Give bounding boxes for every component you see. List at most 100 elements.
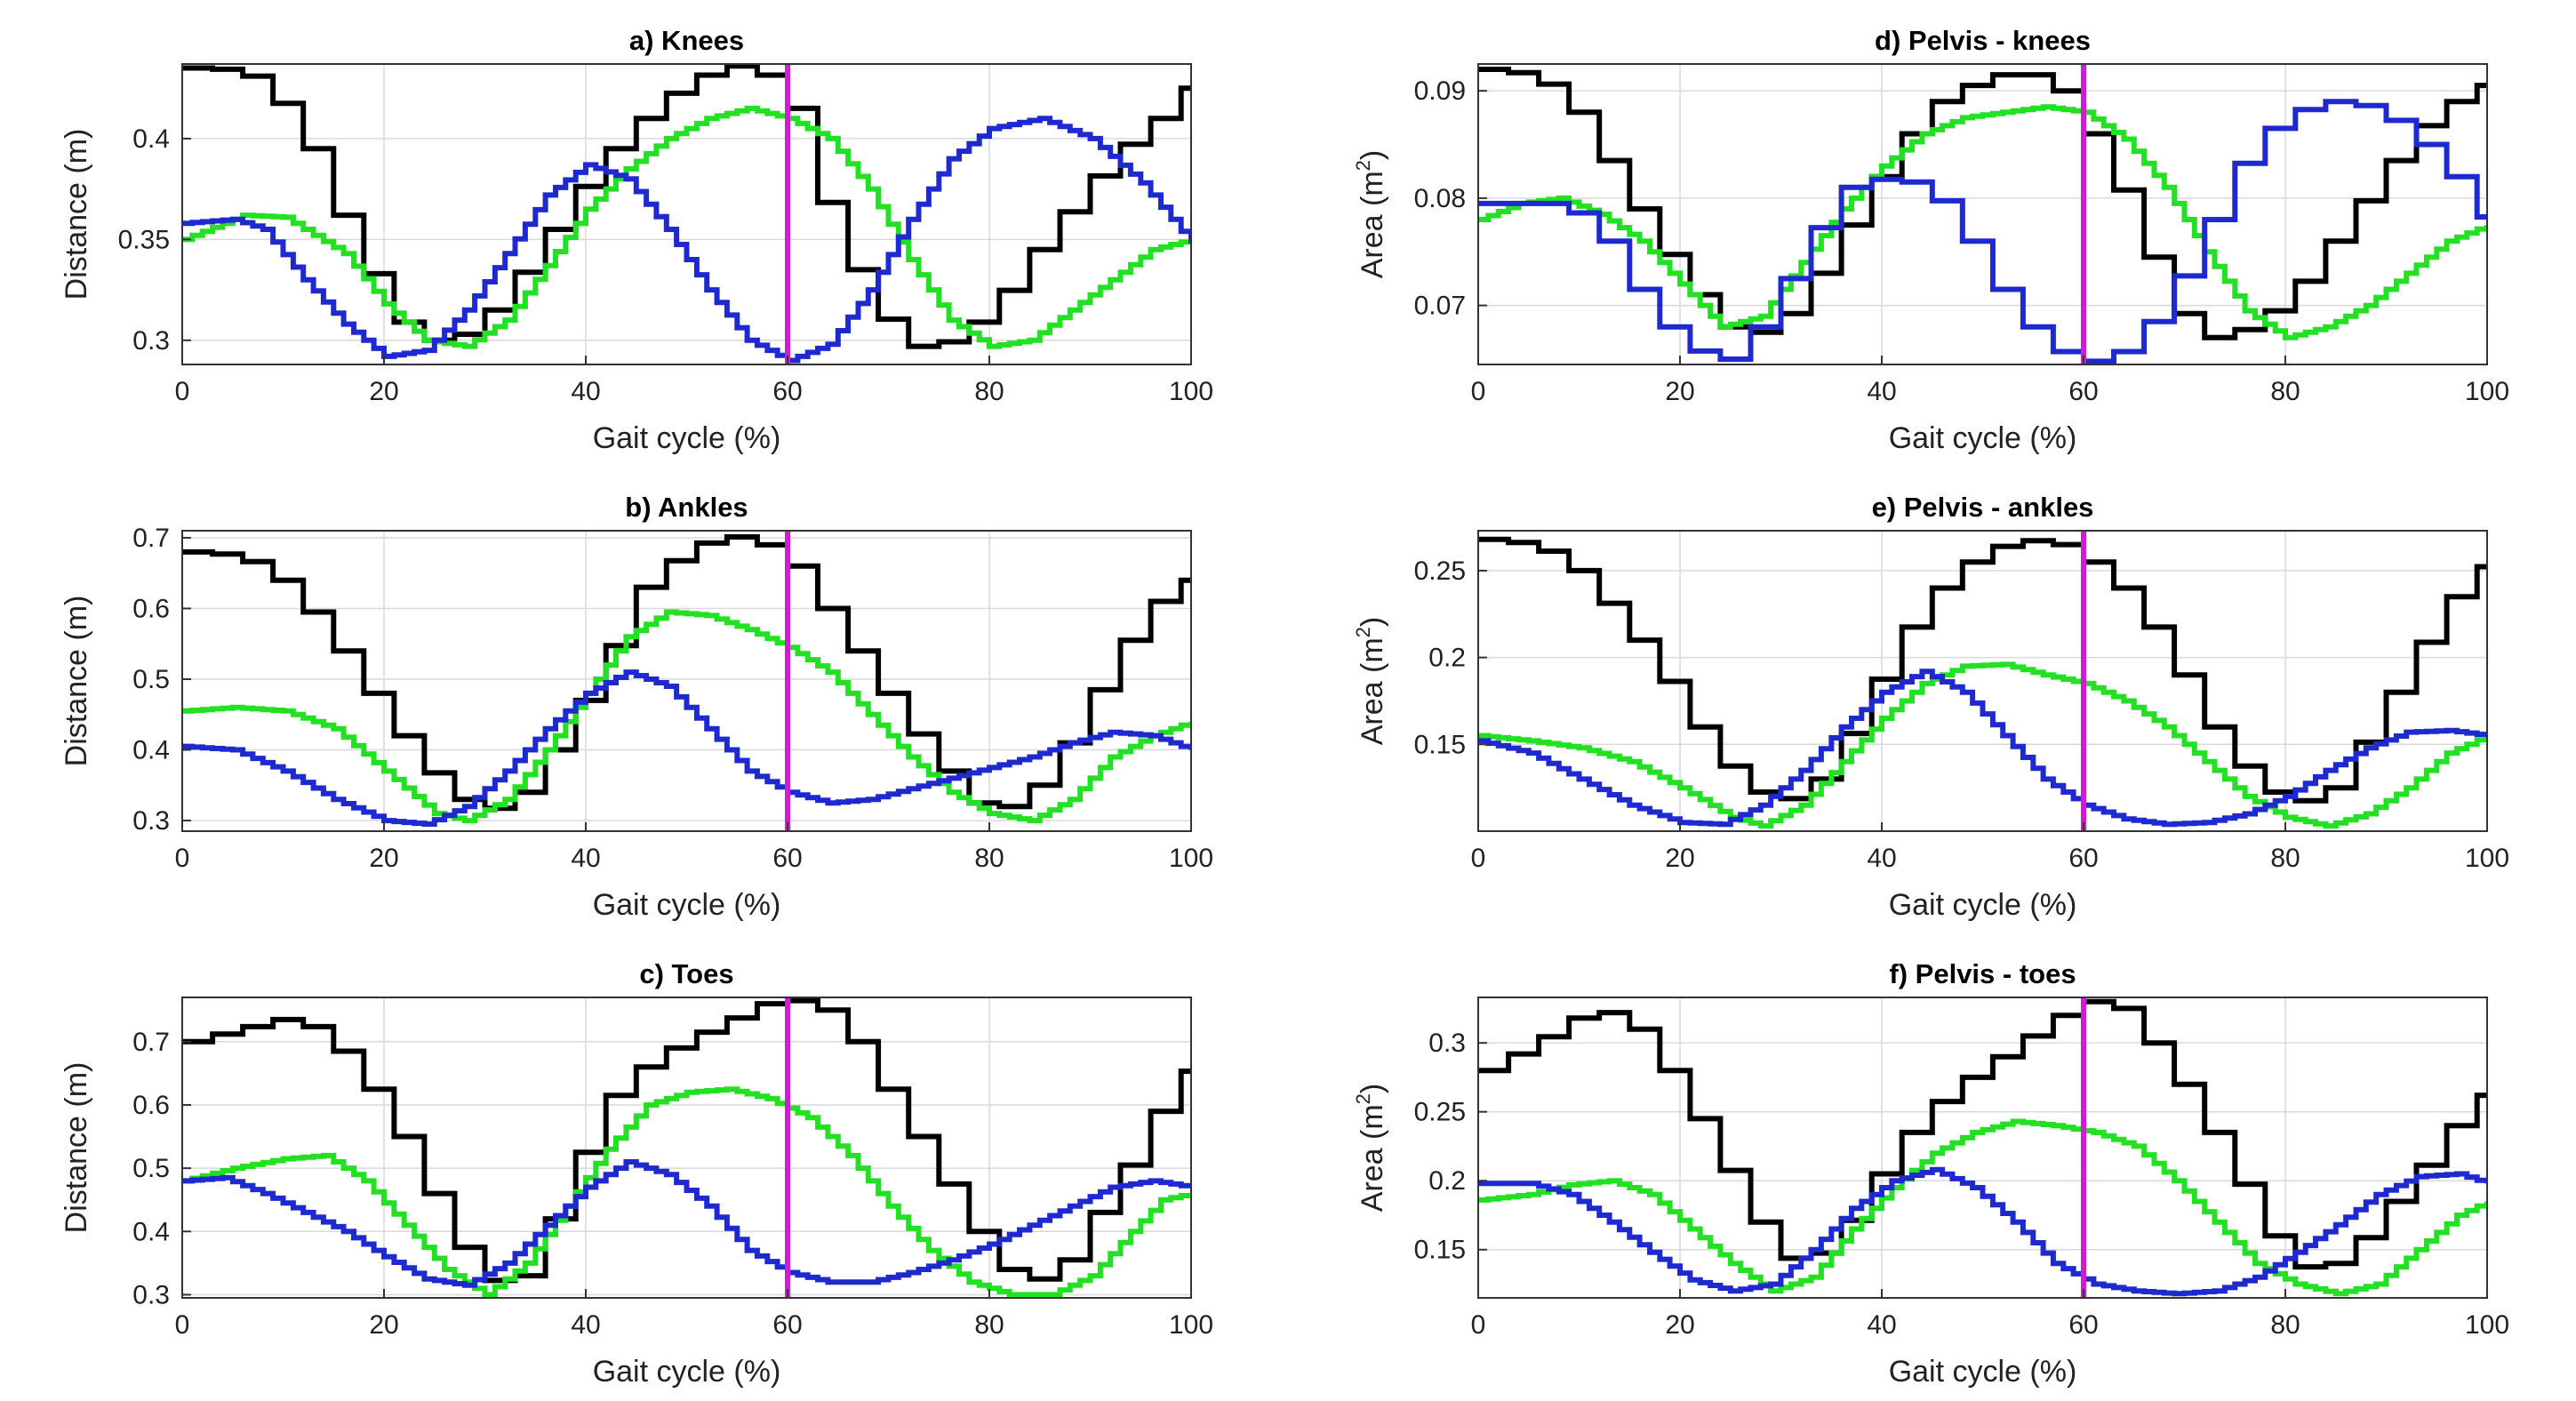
panel-c-xtick-label-0: 0 — [175, 1310, 190, 1340]
panel-b-series-green — [182, 609, 1191, 824]
panel-e-ytick-label-2: 0.25 — [1414, 556, 1466, 586]
panel-b-xtick-label-1: 20 — [369, 844, 398, 873]
panel-f-series-black — [1478, 998, 2487, 1270]
panel-f-pelvis-toes: 0 20 40 60 80 100 0.15 0.2 0.25 0.3 f) Pelvis - to… — [1296, 933, 2576, 1401]
panel-c-toes: 0 20 40 60 80 100 0.3 0.4 0.5 0.6 0.7 c) Toes Gait c… — [0, 933, 1280, 1401]
panel-f-series-green — [1478, 1118, 2487, 1297]
panel-b-xtick-label-2: 40 — [571, 844, 600, 873]
panel-e-xtick-label-5: 100 — [2465, 844, 2509, 873]
panel-a-ylabel-main: Distance (m) — [60, 129, 93, 300]
chart-f-pelvis-toes: 0 20 40 60 80 100 0.15 0.2 0.25 0.3 f) Pelvis - to… — [1352, 958, 2509, 1389]
panel-c-xtick-label-4: 80 — [974, 1310, 1004, 1340]
panel-f-ylabel-tail: ) — [1356, 1084, 1389, 1093]
panel-d-series-blue — [1478, 99, 2487, 364]
panel-b-xtick-label-0: 0 — [175, 844, 190, 873]
panel-b-xtick-label-3: 60 — [772, 844, 802, 873]
panel-f-ytick-label-3: 0.3 — [1428, 1029, 1466, 1058]
panel-f-ytick-label-1: 0.2 — [1428, 1166, 1466, 1196]
panel-d-ytick-label-2: 0.09 — [1414, 76, 1466, 106]
panel-b-title: b) Ankles — [625, 492, 748, 523]
panel-c-xtick-label-2: 40 — [571, 1310, 600, 1340]
panel-a-xtick-label-2: 40 — [571, 377, 600, 406]
panel-b-ytick-label-2: 0.5 — [132, 665, 170, 694]
panel-c-ytick-label-4: 0.7 — [132, 1028, 170, 1057]
panel-f-plot-area — [1478, 997, 2487, 1298]
panel-b-ytick-label-1: 0.4 — [132, 736, 170, 765]
panel-d-title: d) Pelvis - knees — [1875, 25, 2091, 56]
panel-f-xtick-label-0: 0 — [1471, 1310, 1486, 1340]
panel-f-ylabel-main: Area (m — [1356, 1104, 1389, 1212]
panel-e-series-black — [1478, 536, 2487, 804]
panel-c-ytick-label-1: 0.4 — [132, 1217, 170, 1246]
chart-b-ankles: 0 20 40 60 80 100 0.3 0.4 0.5 0.6 0.7 b) Ankles Gait… — [60, 492, 1213, 922]
panel-e-axes-frame — [1477, 530, 2488, 832]
panel-f-title: f) Pelvis - toes — [1889, 958, 2076, 989]
panel-e-pelvis-ankles: 0 20 40 60 80 100 0.15 0.2 0.25 e) Pelvis - ankle… — [1296, 467, 2576, 933]
panel-a-series-blue — [182, 116, 1191, 364]
panel-f-xlabel: Gait cycle (%) — [1889, 1355, 2077, 1389]
panel-d-xtick-label-5: 100 — [2465, 377, 2509, 406]
chart-e-pelvis-ankles: 0 20 40 60 80 100 0.15 0.2 0.25 e) Pelvis - ankle… — [1352, 492, 2509, 922]
panel-a-xlabel: Gait cycle (%) — [593, 421, 781, 455]
panel-e-series-green — [1478, 661, 2487, 829]
panel-b-xtick-label-5: 100 — [1169, 844, 1213, 873]
panel-b-series-group — [182, 534, 1191, 827]
panel-f-xtick-label-5: 100 — [2465, 1310, 2509, 1340]
panel-c-xtick-label-1: 20 — [369, 1310, 398, 1340]
panel-d-xtick-label-0: 0 — [1471, 377, 1486, 406]
chart-c-toes: 0 20 40 60 80 100 0.3 0.4 0.5 0.6 0.7 c) Toes Gait c… — [60, 958, 1213, 1389]
panel-a-xtick-label-3: 60 — [772, 377, 802, 406]
panel-e-xtick-label-4: 80 — [2270, 844, 2300, 873]
panel-e-series-group — [1478, 536, 2487, 829]
panel-b-axes-frame — [181, 530, 1192, 832]
panel-d-xtick-label-1: 20 — [1665, 377, 1694, 406]
panel-c-series-group — [182, 997, 1191, 1298]
panel-c-xlabel: Gait cycle (%) — [593, 1355, 781, 1389]
panel-f-axes-frame — [1477, 997, 2488, 1299]
panel-f-xtick-label-2: 40 — [1867, 1310, 1896, 1340]
panel-c-title: c) Toes — [639, 958, 733, 989]
panel-a-series-black — [182, 64, 1191, 349]
panel-f-xtick-label-1: 20 — [1665, 1310, 1694, 1340]
panel-b-ytick-label-3: 0.6 — [132, 594, 170, 623]
panel-b-series-blue — [182, 669, 1191, 827]
panel-a-series-green — [182, 105, 1191, 349]
panel-e-xtick-label-1: 20 — [1665, 844, 1694, 873]
panel-b-ylabel: Distance (m) — [60, 596, 93, 767]
panel-f-ylabel: Area (m2) — [1352, 1084, 1389, 1213]
panel-c-series-black — [182, 997, 1191, 1284]
panel-d-ytick-label-0: 0.07 — [1414, 292, 1466, 321]
panel-d-axes-frame — [1477, 63, 2488, 365]
panel-a-xtick-label-0: 0 — [175, 377, 190, 406]
panel-c-ytick-label-2: 0.5 — [132, 1154, 170, 1183]
chart-a-knees: 0 20 40 60 80 100 0.3 0.35 0.4 a) Knees Gait cycle… — [60, 25, 1213, 455]
panel-d-ylabel-sup: 2 — [1352, 160, 1374, 171]
panel-e-xtick-label-3: 60 — [2068, 844, 2098, 873]
panel-d-ylabel-main: Area (m — [1356, 171, 1389, 278]
panel-c-ytick-label-3: 0.6 — [132, 1091, 170, 1120]
panel-d-pelvis-knees: 0 20 40 60 80 100 0.07 0.08 0.09 d) Pelvis - knee… — [1296, 0, 2576, 467]
panel-c-ylabel: Distance (m) — [60, 1062, 93, 1234]
panel-d-ytick-label-1: 0.08 — [1414, 184, 1466, 213]
panel-f-series-blue — [1478, 1166, 2487, 1297]
panel-c-series-green — [182, 1086, 1191, 1298]
panel-f-series-group — [1478, 998, 2487, 1297]
panel-d-series-green — [1478, 104, 2487, 340]
panel-b-ytick-label-0: 0.3 — [132, 806, 170, 836]
chart-d-pelvis-knees: 0 20 40 60 80 100 0.07 0.08 0.09 d) Pelvis - knee… — [1352, 25, 2509, 455]
panel-b-ytick-label-4: 0.7 — [132, 524, 170, 553]
panel-a-ytick-label-0: 0.3 — [132, 326, 170, 356]
panel-e-ytick-label-0: 0.15 — [1414, 730, 1466, 759]
panel-b-xtick-label-4: 80 — [974, 844, 1004, 873]
panel-c-ytick-label-0: 0.3 — [132, 1280, 170, 1309]
panel-f-ylabel-sup: 2 — [1352, 1093, 1374, 1104]
panel-e-ylabel-main: Area (m — [1356, 637, 1389, 745]
panel-a-ylabel: Distance (m) — [60, 129, 93, 300]
panel-c-series-blue — [182, 1159, 1191, 1288]
panel-e-xtick-label-2: 40 — [1867, 844, 1896, 873]
panel-e-title: e) Pelvis - ankles — [1872, 492, 2094, 523]
panel-e-ylabel-tail: ) — [1356, 617, 1389, 627]
panel-c-xtick-label-5: 100 — [1169, 1310, 1213, 1340]
panel-d-ylabel-tail: ) — [1356, 150, 1389, 160]
